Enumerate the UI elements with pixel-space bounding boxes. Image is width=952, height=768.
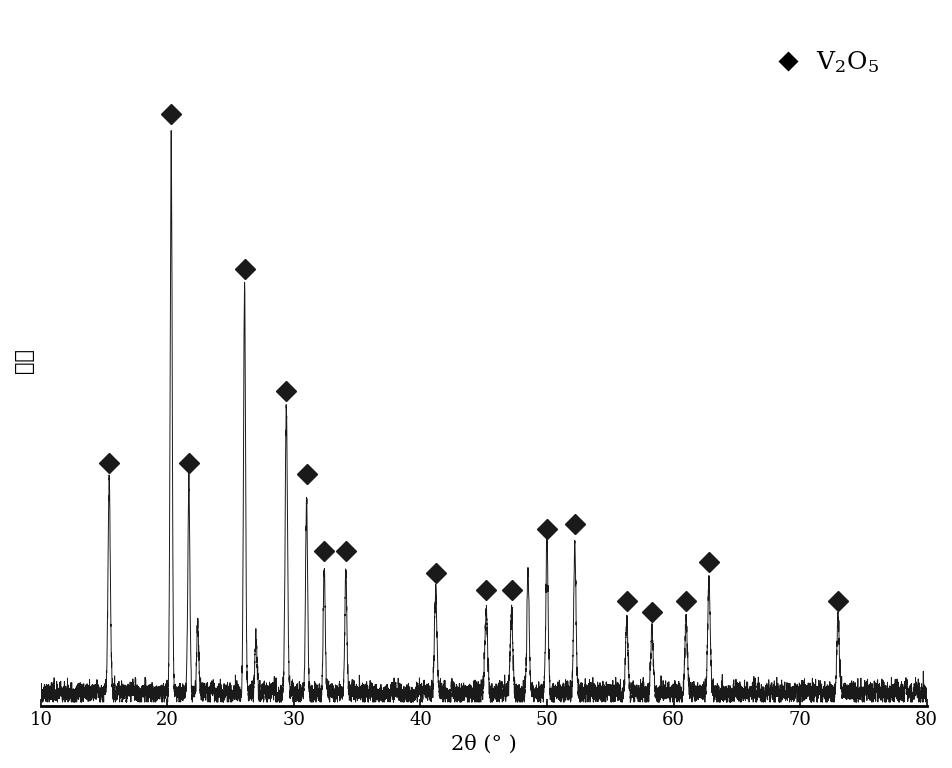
Legend: $\mathdefault{V_2O_5}$: $\mathdefault{V_2O_5}$ [755, 39, 888, 84]
Y-axis label: 强度: 强度 [14, 348, 34, 372]
X-axis label: 2θ (° ): 2θ (° ) [451, 735, 517, 754]
